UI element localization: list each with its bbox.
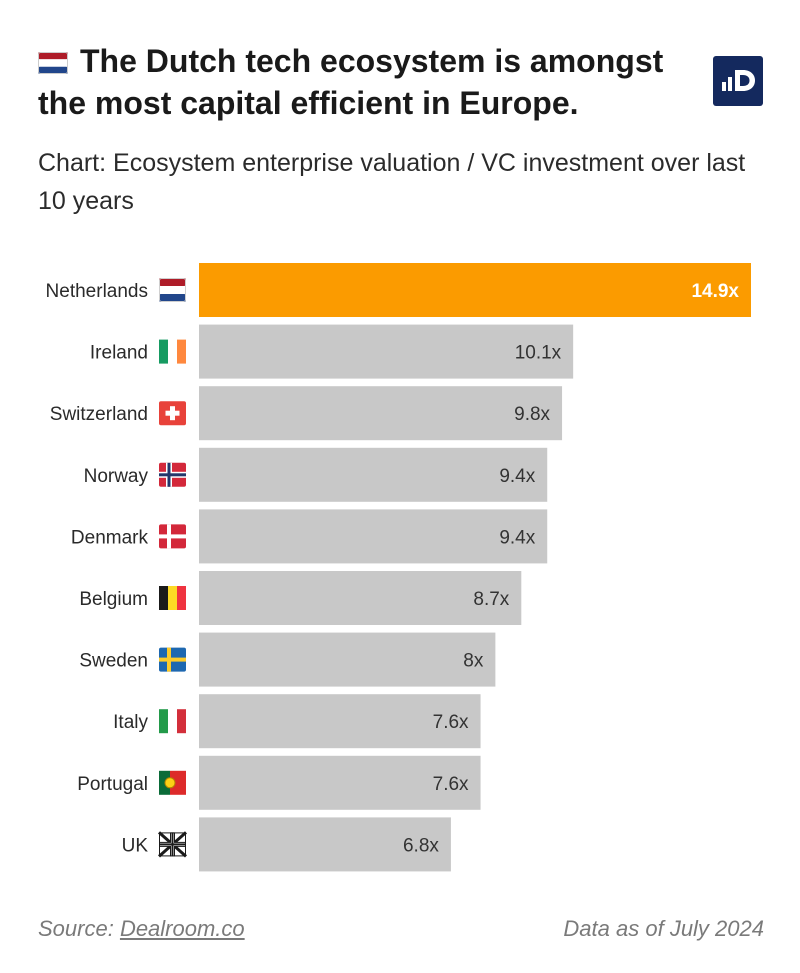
portugal-flag-icon xyxy=(159,770,186,795)
value-label-denmark: 9.4x xyxy=(499,527,535,548)
bar-norway xyxy=(199,447,548,502)
norway-flag-icon xyxy=(159,462,186,487)
category-label-denmark: Denmark xyxy=(71,527,149,548)
data-date-note: Data as of July 2024 xyxy=(563,916,764,941)
switzerland-flag-icon xyxy=(159,401,186,426)
value-label-netherlands: 14.9x xyxy=(691,281,739,302)
source-link[interactable]: Dealroom.co xyxy=(119,916,245,941)
value-label-belgium: 8.7x xyxy=(473,589,509,610)
value-label-uk: 6.8x xyxy=(403,835,439,856)
uk-flag-icon xyxy=(158,831,187,858)
bar-belgium xyxy=(199,571,522,625)
bar-denmark xyxy=(199,509,548,564)
bar-switzerland xyxy=(199,386,563,441)
category-label-switzerland: Switzerland xyxy=(50,404,148,425)
value-label-switzerland: 9.8x xyxy=(514,404,550,425)
chart-subtitle: Chart: Ecosystem enterprise valuation / … xyxy=(38,149,746,215)
category-label-ireland: Ireland xyxy=(90,343,148,364)
category-label-netherlands: Netherlands xyxy=(46,281,148,302)
value-label-italy: 7.6x xyxy=(433,712,469,733)
netherlands-flag-icon xyxy=(159,278,186,302)
chart-title-text: The Dutch tech ecosystem is amongst the … xyxy=(38,43,664,121)
category-label-norway: Norway xyxy=(84,466,149,487)
value-label-portugal: 7.6x xyxy=(433,774,469,795)
category-label-uk: UK xyxy=(122,835,149,856)
source-prefix: Source: xyxy=(38,916,120,941)
value-label-sweden: 8x xyxy=(463,651,484,672)
bar-portugal xyxy=(199,755,481,810)
bar-sweden xyxy=(199,632,496,687)
chart-title: The Dutch tech ecosystem is amongst the … xyxy=(38,40,678,124)
category-label-portugal: Portugal xyxy=(77,774,148,795)
category-label-sweden: Sweden xyxy=(79,651,148,672)
bar-ireland xyxy=(199,324,574,379)
italy-flag-icon xyxy=(159,709,186,734)
bar-netherlands xyxy=(199,263,751,317)
denmark-flag-icon xyxy=(159,524,186,549)
value-label-norway: 9.4x xyxy=(499,466,535,487)
source-note: Source: Dealroom.co xyxy=(38,916,245,942)
belgium-flag-icon xyxy=(159,586,186,610)
bar-chart: 14.9x Netherlands 10.1x Ireland 9.8x Switzerl… xyxy=(46,263,751,872)
dealroom-logo-icon xyxy=(713,56,763,106)
category-label-belgium: Belgium xyxy=(79,589,148,610)
ireland-flag-icon xyxy=(159,339,186,364)
category-label-italy: Italy xyxy=(113,712,148,733)
value-label-ireland: 10.1x xyxy=(515,343,562,364)
sweden-flag-icon xyxy=(159,647,186,672)
bar-italy xyxy=(199,694,481,749)
netherlands-flag-icon xyxy=(38,52,68,74)
bar-uk xyxy=(199,817,451,872)
